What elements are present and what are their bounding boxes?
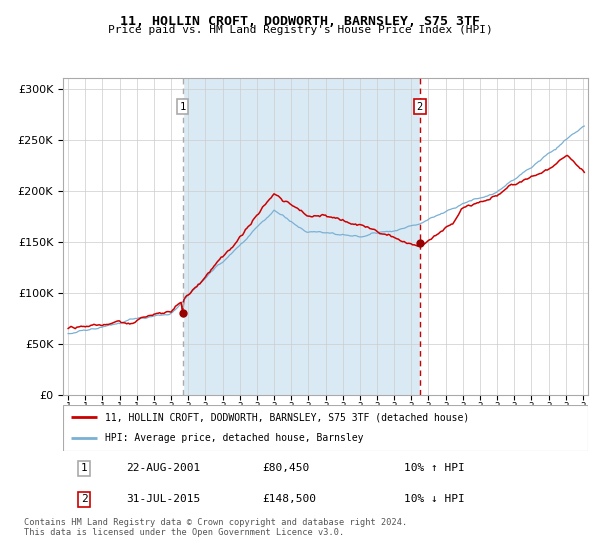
Text: 22-AUG-2001: 22-AUG-2001	[126, 463, 200, 473]
Text: £148,500: £148,500	[263, 494, 317, 505]
Text: Price paid vs. HM Land Registry's House Price Index (HPI): Price paid vs. HM Land Registry's House …	[107, 25, 493, 35]
Text: 11, HOLLIN CROFT, DODWORTH, BARNSLEY, S75 3TF: 11, HOLLIN CROFT, DODWORTH, BARNSLEY, S7…	[120, 15, 480, 27]
Bar	[420, 78, 600, 395]
Text: 1: 1	[179, 102, 185, 112]
Bar	[51, 78, 182, 395]
Text: 2: 2	[417, 102, 423, 112]
Text: 2: 2	[80, 494, 88, 505]
FancyBboxPatch shape	[63, 405, 588, 451]
Text: £80,450: £80,450	[263, 463, 310, 473]
Text: 10% ↓ HPI: 10% ↓ HPI	[404, 494, 465, 505]
Text: 10% ↑ HPI: 10% ↑ HPI	[404, 463, 465, 473]
Text: 11, HOLLIN CROFT, DODWORTH, BARNSLEY, S75 3TF (detached house): 11, HOLLIN CROFT, DODWORTH, BARNSLEY, S7…	[105, 412, 469, 422]
Text: 1: 1	[80, 463, 88, 473]
Text: HPI: Average price, detached house, Barnsley: HPI: Average price, detached house, Barn…	[105, 433, 364, 444]
Text: 31-JUL-2015: 31-JUL-2015	[126, 494, 200, 505]
Text: Contains HM Land Registry data © Crown copyright and database right 2024.
This d: Contains HM Land Registry data © Crown c…	[24, 518, 407, 538]
